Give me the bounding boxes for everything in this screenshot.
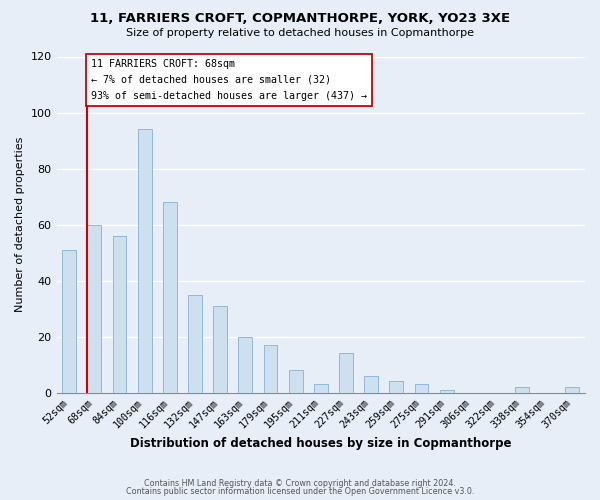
Y-axis label: Number of detached properties: Number of detached properties — [15, 137, 25, 312]
Bar — [415, 384, 428, 392]
Bar — [565, 387, 580, 392]
Bar — [389, 382, 403, 392]
Text: 11, FARRIERS CROFT, COPMANTHORPE, YORK, YO23 3XE: 11, FARRIERS CROFT, COPMANTHORPE, YORK, … — [90, 12, 510, 26]
Bar — [137, 130, 152, 392]
Bar — [163, 202, 177, 392]
Bar — [515, 387, 529, 392]
Text: Contains HM Land Registry data © Crown copyright and database right 2024.: Contains HM Land Registry data © Crown c… — [144, 478, 456, 488]
Text: 11 FARRIERS CROFT: 68sqm
← 7% of detached houses are smaller (32)
93% of semi-de: 11 FARRIERS CROFT: 68sqm ← 7% of detache… — [91, 60, 367, 100]
Bar — [263, 345, 277, 393]
Bar — [188, 294, 202, 392]
Text: Contains public sector information licensed under the Open Government Licence v3: Contains public sector information licen… — [126, 487, 474, 496]
Bar — [339, 354, 353, 393]
Bar — [440, 390, 454, 392]
Text: Size of property relative to detached houses in Copmanthorpe: Size of property relative to detached ho… — [126, 28, 474, 38]
Bar — [289, 370, 302, 392]
Bar — [238, 336, 252, 392]
Bar — [88, 224, 101, 392]
Bar — [364, 376, 378, 392]
Bar — [62, 250, 76, 392]
Bar — [213, 306, 227, 392]
Bar — [314, 384, 328, 392]
X-axis label: Distribution of detached houses by size in Copmanthorpe: Distribution of detached houses by size … — [130, 437, 512, 450]
Bar — [113, 236, 127, 392]
